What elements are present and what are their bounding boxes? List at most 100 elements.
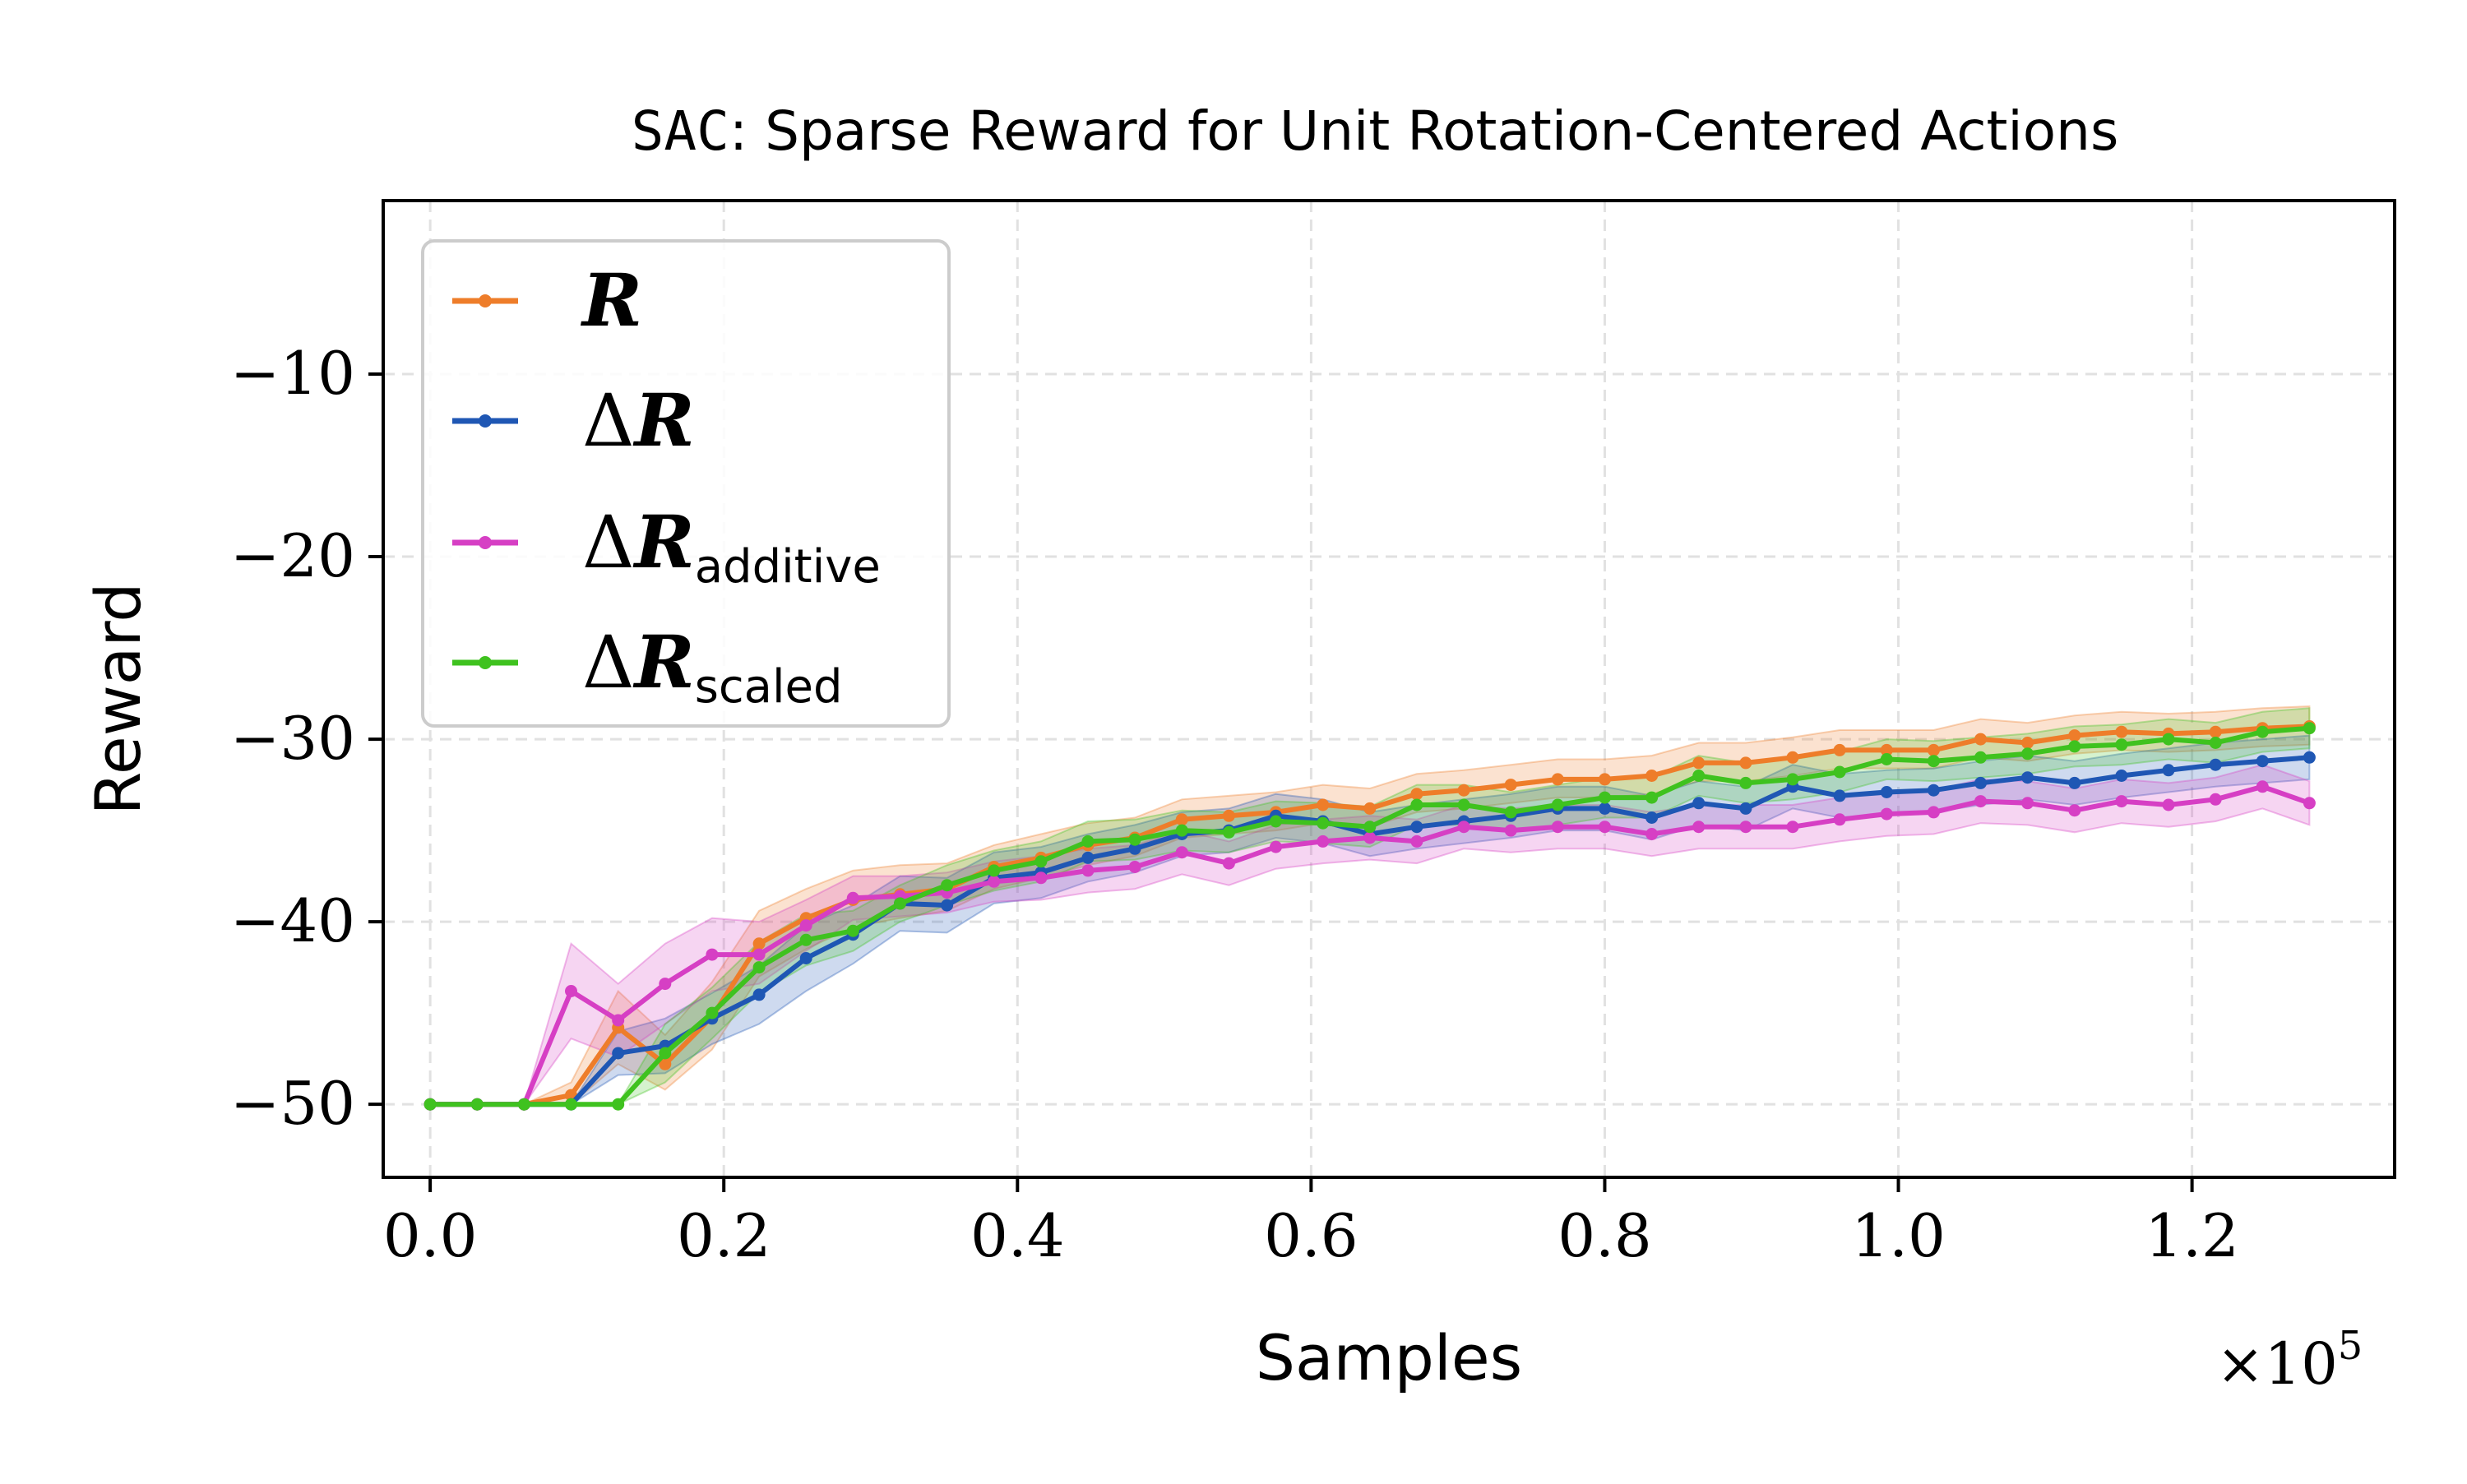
legend-label-main: R (632, 499, 695, 585)
legend-label: ΔRscaled (582, 619, 843, 714)
data-point (2209, 758, 2222, 771)
x-tick-label: 0.2 (677, 1201, 771, 1270)
data-point (706, 1006, 719, 1019)
data-point (2162, 798, 2175, 811)
x-tick-label: 0.6 (1264, 1201, 1358, 1270)
x-tick-label: 0.4 (970, 1201, 1065, 1270)
data-point (1927, 784, 1940, 797)
data-point (1974, 751, 1987, 764)
x-tick-label: 1.2 (2145, 1201, 2239, 1270)
chart-title-rest: : Sparse Reward for Unit Rotation-Center… (729, 99, 2118, 163)
data-point (1739, 756, 1752, 770)
legend-label-main: R (632, 377, 695, 463)
x-tick-label: 0.8 (1557, 1201, 1652, 1270)
data-point (565, 1098, 577, 1111)
legend-label-prefix: Δ (582, 500, 635, 585)
data-point (1692, 821, 1706, 834)
data-point (1457, 784, 1470, 797)
data-point (2256, 780, 2269, 793)
legend-label-subscript: scaled (695, 660, 843, 714)
data-point (2162, 733, 2175, 746)
data-point (1786, 751, 1799, 764)
data-point (752, 948, 766, 961)
data-point (1739, 776, 1752, 789)
legend-entry-1: R (452, 257, 642, 343)
data-point (1974, 776, 1987, 789)
data-point (752, 961, 766, 974)
data-point (1504, 806, 1517, 819)
data-point (846, 924, 859, 937)
x-axis-multiplier-exponent: 5 (2338, 1323, 2363, 1369)
data-point (799, 952, 812, 964)
data-point (2303, 797, 2316, 810)
data-point (1786, 821, 1799, 834)
data-point (1175, 813, 1188, 826)
legend-marker (479, 294, 492, 307)
data-point (799, 919, 812, 932)
data-point (752, 988, 766, 1001)
legend-entry-3: ΔRadditive (452, 499, 881, 594)
legend-marker (479, 536, 492, 549)
data-point (2068, 729, 2081, 742)
data-point (1222, 857, 1235, 870)
data-point (517, 1098, 530, 1111)
data-point (2021, 771, 2034, 784)
data-point (1270, 840, 1282, 853)
data-point (1504, 824, 1517, 837)
data-point (659, 1047, 672, 1060)
x-axis-multiplier: ×105 (2216, 1323, 2363, 1398)
data-point (706, 948, 719, 961)
series-3 (424, 780, 2316, 1111)
data-point (2303, 722, 2316, 735)
legend-label: ΔRadditive (582, 499, 881, 594)
data-point (2115, 770, 2128, 782)
data-point (1880, 807, 1893, 821)
data-point (2303, 751, 2316, 764)
data-point (470, 1098, 484, 1111)
data-point (1175, 824, 1188, 837)
data-point (1363, 831, 1377, 844)
data-point (1974, 733, 1987, 746)
data-point (1128, 842, 1141, 855)
y-tick-label: −40 (230, 886, 355, 955)
data-point (1504, 779, 1517, 792)
y-axis-ticks: −50 −40 −30 −20 −10 (230, 339, 383, 1138)
data-point (612, 1098, 625, 1111)
confidence-bands (430, 705, 2311, 1106)
data-point (1599, 773, 1611, 786)
series-4 (424, 722, 2316, 1111)
data-point (941, 879, 954, 892)
x-axis-label: Samples (1256, 1321, 1523, 1394)
data-point (1739, 821, 1752, 834)
data-point (2209, 793, 2222, 806)
data-point (1692, 770, 1706, 782)
data-point (2068, 804, 2081, 817)
chart-title-prefix: SAC (632, 99, 729, 163)
data-point (1880, 743, 1893, 756)
legend-label-main: R (632, 619, 695, 705)
data-point (1317, 834, 1330, 848)
data-point (1927, 755, 1940, 768)
legend-label: R (580, 257, 642, 343)
data-point (2068, 740, 2081, 753)
legend-marker (479, 414, 492, 428)
data-point (2209, 737, 2222, 749)
data-point (1833, 765, 1846, 779)
data-point (1880, 753, 1893, 765)
data-point (1081, 851, 1095, 864)
data-point (1222, 825, 1235, 839)
legend-entry-4: ΔRscaled (452, 619, 843, 714)
data-point (612, 1014, 625, 1027)
data-point (1645, 811, 1659, 824)
legend-label-prefix: Δ (582, 378, 635, 463)
legend-marker (479, 656, 492, 669)
data-point (2162, 764, 2175, 777)
data-point (424, 1098, 437, 1111)
y-tick-label: −20 (230, 521, 355, 590)
data-point (1833, 789, 1846, 802)
data-point (988, 875, 1001, 888)
chart-title: SAC: Sparse Reward for Unit Rotation-Cen… (632, 99, 2119, 163)
